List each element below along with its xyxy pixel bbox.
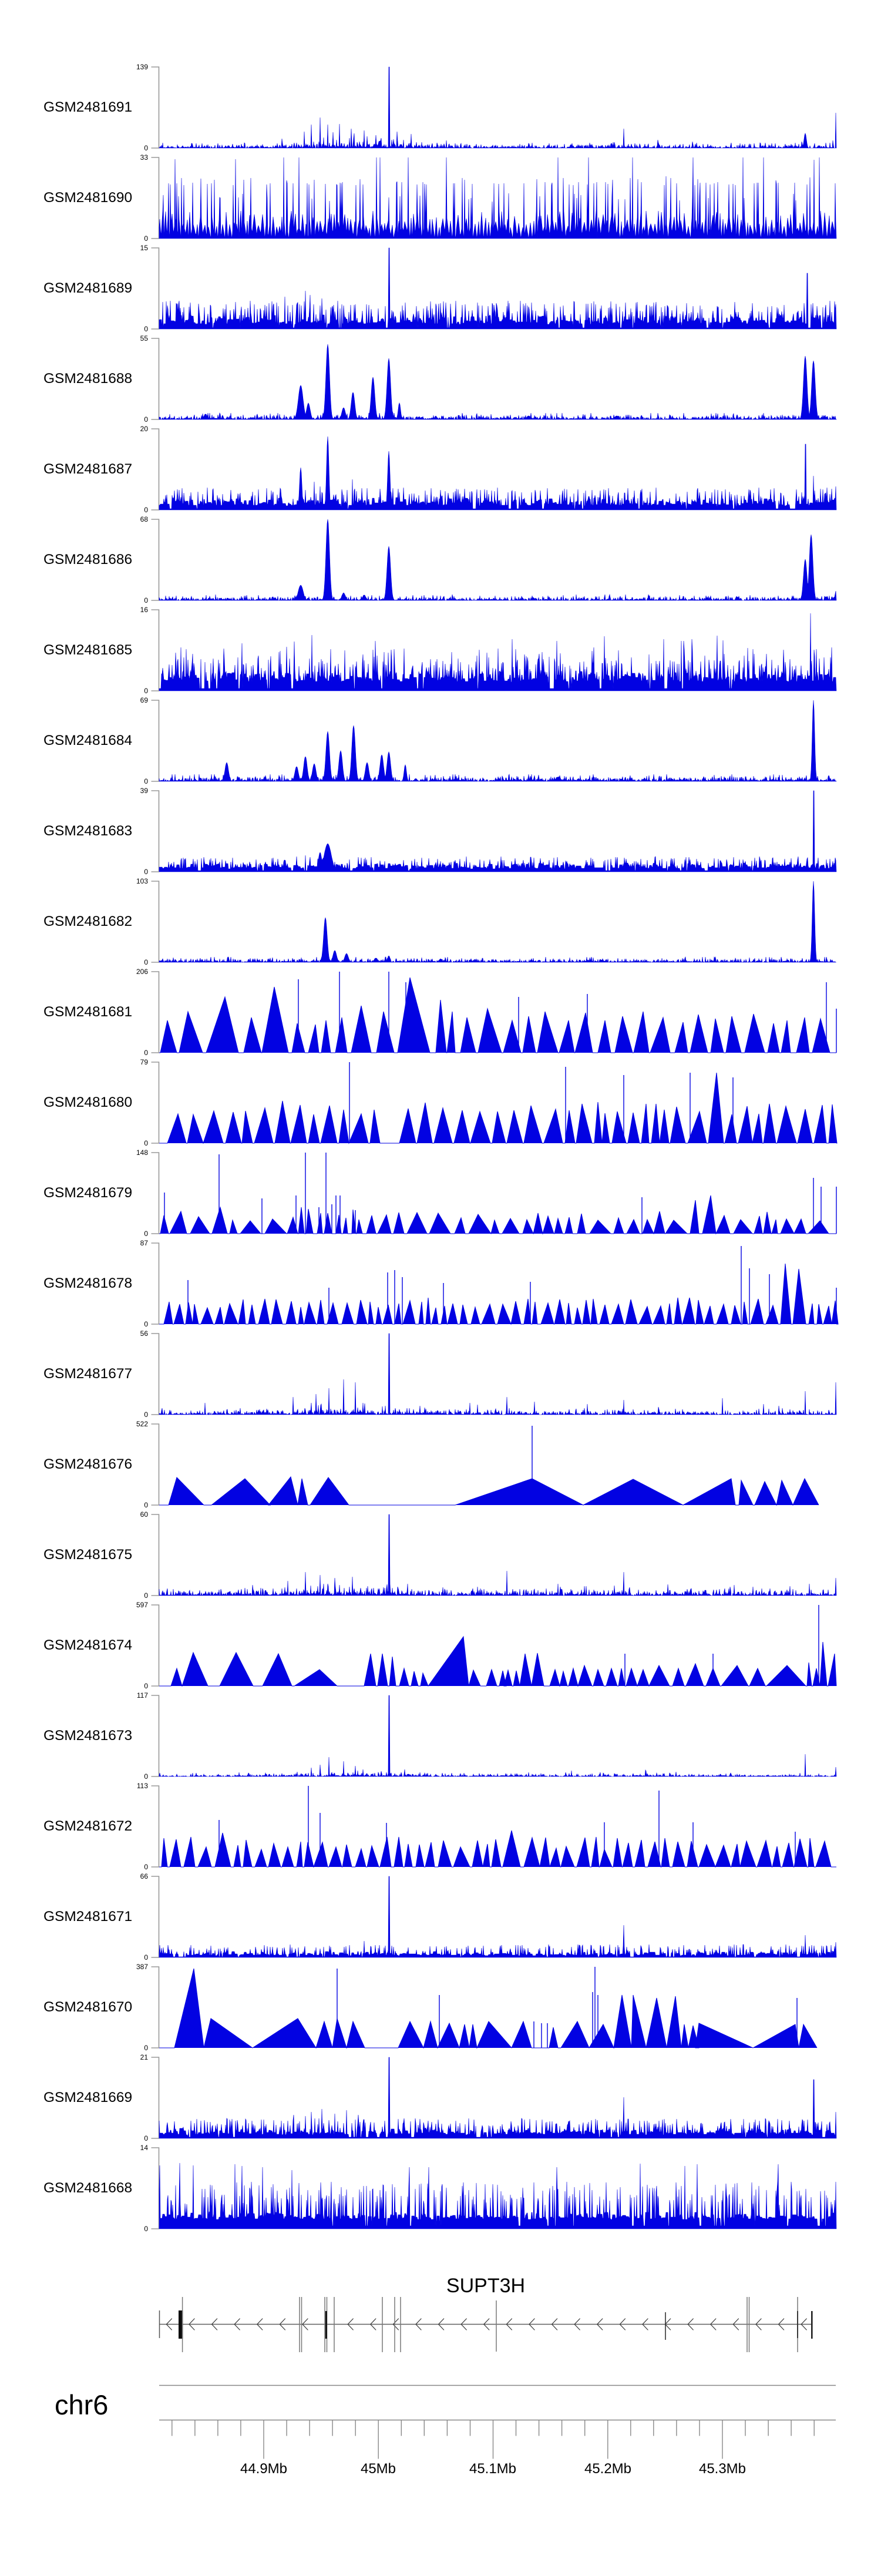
svg-text:0: 0 bbox=[144, 1953, 148, 1962]
svg-text:87: 87 bbox=[140, 1239, 149, 1247]
svg-text:GSM2481677: GSM2481677 bbox=[43, 1366, 132, 1382]
svg-text:GSM2481690: GSM2481690 bbox=[43, 190, 132, 206]
svg-text:0: 0 bbox=[144, 2134, 148, 2142]
svg-text:0: 0 bbox=[144, 1049, 148, 1057]
svg-text:103: 103 bbox=[136, 877, 148, 885]
svg-text:206: 206 bbox=[136, 968, 148, 976]
svg-text:GSM2481672: GSM2481672 bbox=[43, 1818, 132, 1834]
svg-text:0: 0 bbox=[144, 1772, 148, 1781]
svg-text:0: 0 bbox=[144, 144, 148, 152]
svg-text:GSM2481687: GSM2481687 bbox=[43, 461, 132, 477]
svg-text:GSM2481669: GSM2481669 bbox=[43, 2090, 132, 2105]
svg-text:20: 20 bbox=[140, 425, 149, 433]
svg-text:GSM2481683: GSM2481683 bbox=[43, 823, 132, 839]
svg-text:0: 0 bbox=[144, 687, 148, 695]
svg-text:33: 33 bbox=[140, 153, 149, 162]
svg-text:60: 60 bbox=[140, 1510, 149, 1519]
svg-text:113: 113 bbox=[137, 1782, 148, 1790]
svg-text:0: 0 bbox=[144, 325, 148, 333]
svg-text:56: 56 bbox=[140, 1329, 149, 1338]
svg-text:0: 0 bbox=[144, 1139, 148, 1147]
svg-text:0: 0 bbox=[144, 777, 148, 785]
svg-text:117: 117 bbox=[137, 1691, 148, 1700]
svg-text:GSM2481681: GSM2481681 bbox=[43, 1004, 132, 1020]
svg-text:45.3Mb: 45.3Mb bbox=[699, 2461, 746, 2477]
svg-text:0: 0 bbox=[144, 868, 148, 876]
svg-text:GSM2481685: GSM2481685 bbox=[43, 642, 132, 658]
svg-text:GSM2481691: GSM2481691 bbox=[43, 99, 132, 115]
svg-text:522: 522 bbox=[136, 1420, 148, 1428]
svg-text:0: 0 bbox=[144, 234, 148, 243]
svg-text:GSM2481684: GSM2481684 bbox=[43, 733, 132, 748]
svg-text:GSM2481668: GSM2481668 bbox=[43, 2180, 132, 2196]
svg-text:chr6: chr6 bbox=[55, 2389, 108, 2420]
svg-text:GSM2481679: GSM2481679 bbox=[43, 1185, 132, 1201]
svg-text:GSM2481676: GSM2481676 bbox=[43, 1456, 132, 1472]
svg-text:45Mb: 45Mb bbox=[361, 2461, 396, 2477]
svg-text:68: 68 bbox=[140, 515, 149, 523]
svg-text:GSM2481680: GSM2481680 bbox=[43, 1094, 132, 1110]
svg-text:0: 0 bbox=[144, 1230, 148, 1238]
svg-text:0: 0 bbox=[144, 2225, 148, 2233]
svg-text:597: 597 bbox=[136, 1601, 148, 1609]
svg-text:148: 148 bbox=[136, 1148, 148, 1157]
svg-text:387: 387 bbox=[136, 1963, 148, 1971]
svg-text:GSM2481674: GSM2481674 bbox=[43, 1637, 132, 1653]
svg-text:79: 79 bbox=[140, 1058, 149, 1066]
svg-text:16: 16 bbox=[140, 606, 149, 614]
svg-text:139: 139 bbox=[136, 63, 148, 71]
svg-text:45.1Mb: 45.1Mb bbox=[469, 2461, 516, 2477]
svg-text:69: 69 bbox=[140, 696, 149, 704]
svg-text:0: 0 bbox=[144, 1682, 148, 1690]
svg-text:21: 21 bbox=[140, 2053, 149, 2061]
svg-text:GSM2481682: GSM2481682 bbox=[43, 913, 132, 929]
svg-text:45.2Mb: 45.2Mb bbox=[584, 2461, 631, 2477]
svg-text:GSM2481688: GSM2481688 bbox=[43, 371, 132, 387]
svg-text:SUPT3H: SUPT3H bbox=[446, 2275, 525, 2297]
svg-text:0: 0 bbox=[144, 1501, 148, 1509]
svg-text:GSM2481673: GSM2481673 bbox=[43, 1728, 132, 1744]
svg-text:0: 0 bbox=[144, 506, 148, 514]
svg-text:0: 0 bbox=[144, 1320, 148, 1328]
svg-text:GSM2481686: GSM2481686 bbox=[43, 552, 132, 567]
svg-text:GSM2481689: GSM2481689 bbox=[43, 280, 132, 296]
svg-text:0: 0 bbox=[144, 596, 148, 604]
svg-text:GSM2481671: GSM2481671 bbox=[43, 1909, 132, 1925]
svg-text:14: 14 bbox=[140, 2144, 149, 2152]
svg-text:GSM2481670: GSM2481670 bbox=[43, 1999, 132, 2015]
svg-text:44.9Mb: 44.9Mb bbox=[240, 2461, 287, 2477]
svg-text:66: 66 bbox=[140, 1872, 149, 1880]
svg-text:55: 55 bbox=[140, 334, 149, 342]
svg-text:GSM2481675: GSM2481675 bbox=[43, 1547, 132, 1563]
svg-text:0: 0 bbox=[144, 415, 148, 424]
svg-text:39: 39 bbox=[140, 787, 149, 795]
svg-text:0: 0 bbox=[144, 1591, 148, 1600]
svg-text:0: 0 bbox=[144, 1410, 148, 1419]
svg-text:0: 0 bbox=[144, 958, 148, 966]
svg-text:15: 15 bbox=[140, 244, 149, 252]
svg-text:0: 0 bbox=[144, 2044, 148, 2052]
svg-text:0: 0 bbox=[144, 1863, 148, 1871]
svg-text:GSM2481678: GSM2481678 bbox=[43, 1275, 132, 1291]
